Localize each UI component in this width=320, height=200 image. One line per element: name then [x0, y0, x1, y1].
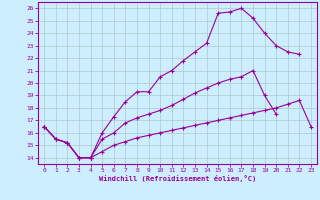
X-axis label: Windchill (Refroidissement éolien,°C): Windchill (Refroidissement éolien,°C): [99, 175, 256, 182]
